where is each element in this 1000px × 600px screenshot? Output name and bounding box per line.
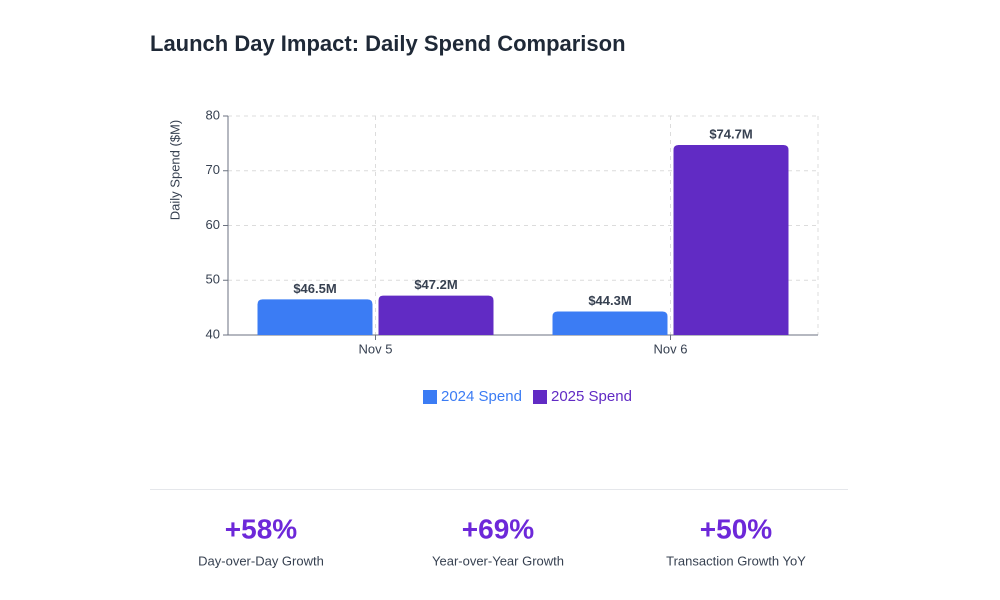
bar bbox=[673, 145, 789, 335]
value-label: $74.7M bbox=[709, 126, 752, 141]
chart-title: Launch Day Impact: Daily Spend Compariso… bbox=[150, 31, 626, 56]
stat-label: Transaction Growth YoY bbox=[666, 553, 806, 568]
legend-label: 2025 Spend bbox=[551, 388, 632, 405]
y-tick-label: 40 bbox=[206, 326, 220, 341]
legend-swatch bbox=[423, 390, 437, 404]
x-tick-label: Nov 6 bbox=[654, 341, 688, 356]
legend-swatch bbox=[533, 390, 547, 404]
stat-value: +58% bbox=[225, 513, 297, 544]
legend-label: 2024 Spend bbox=[441, 388, 522, 405]
value-label: $46.5M bbox=[293, 281, 336, 296]
bar bbox=[552, 311, 668, 335]
y-tick-label: 60 bbox=[206, 217, 220, 232]
stat-label: Year-over-Year Growth bbox=[432, 553, 564, 568]
value-label: $44.3M bbox=[588, 293, 631, 308]
y-axis-label: Daily Spend ($M) bbox=[167, 120, 182, 220]
stat-value: +50% bbox=[700, 513, 772, 544]
y-tick-label: 50 bbox=[206, 272, 220, 287]
value-label: $47.2M bbox=[414, 277, 457, 292]
stats: +58% Day-over-Day Growth +69% Year-over-Yea… bbox=[198, 513, 806, 568]
bar bbox=[257, 299, 373, 335]
stat-value: +69% bbox=[462, 513, 534, 544]
stat-label: Day-over-Day Growth bbox=[198, 553, 324, 568]
y-tick-label: 70 bbox=[206, 162, 220, 177]
x-tick-label: Nov 5 bbox=[359, 341, 393, 356]
bar bbox=[378, 295, 494, 335]
y-tick-label: 80 bbox=[206, 107, 220, 122]
